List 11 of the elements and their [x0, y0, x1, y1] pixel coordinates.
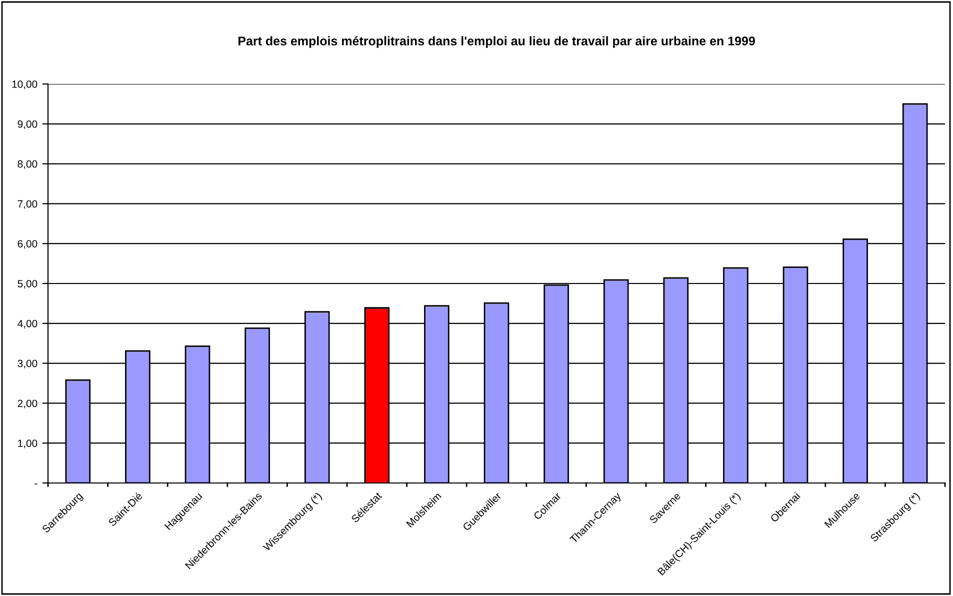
y-tick-label: 10,00	[12, 80, 38, 90]
y-tick-label: 4,00	[18, 320, 38, 329]
y-tick-label: 9,00	[18, 120, 38, 130]
y-tick-label: 8,00	[18, 160, 38, 169]
y-tick-label: 1,00	[18, 440, 38, 448]
y-tick-label: 2,00	[18, 400, 38, 408]
y-tick-label: 6,00	[18, 240, 38, 249]
y-tick-label: 5,00	[18, 280, 38, 289]
chart-title: Part des emplois métroplitrains dans l'emploi au lieu de travail par aire urbaine en 1999	[238, 36, 755, 48]
y-tick-label: 3,00	[18, 360, 38, 368]
y-tick-label: 7,00	[18, 200, 38, 209]
